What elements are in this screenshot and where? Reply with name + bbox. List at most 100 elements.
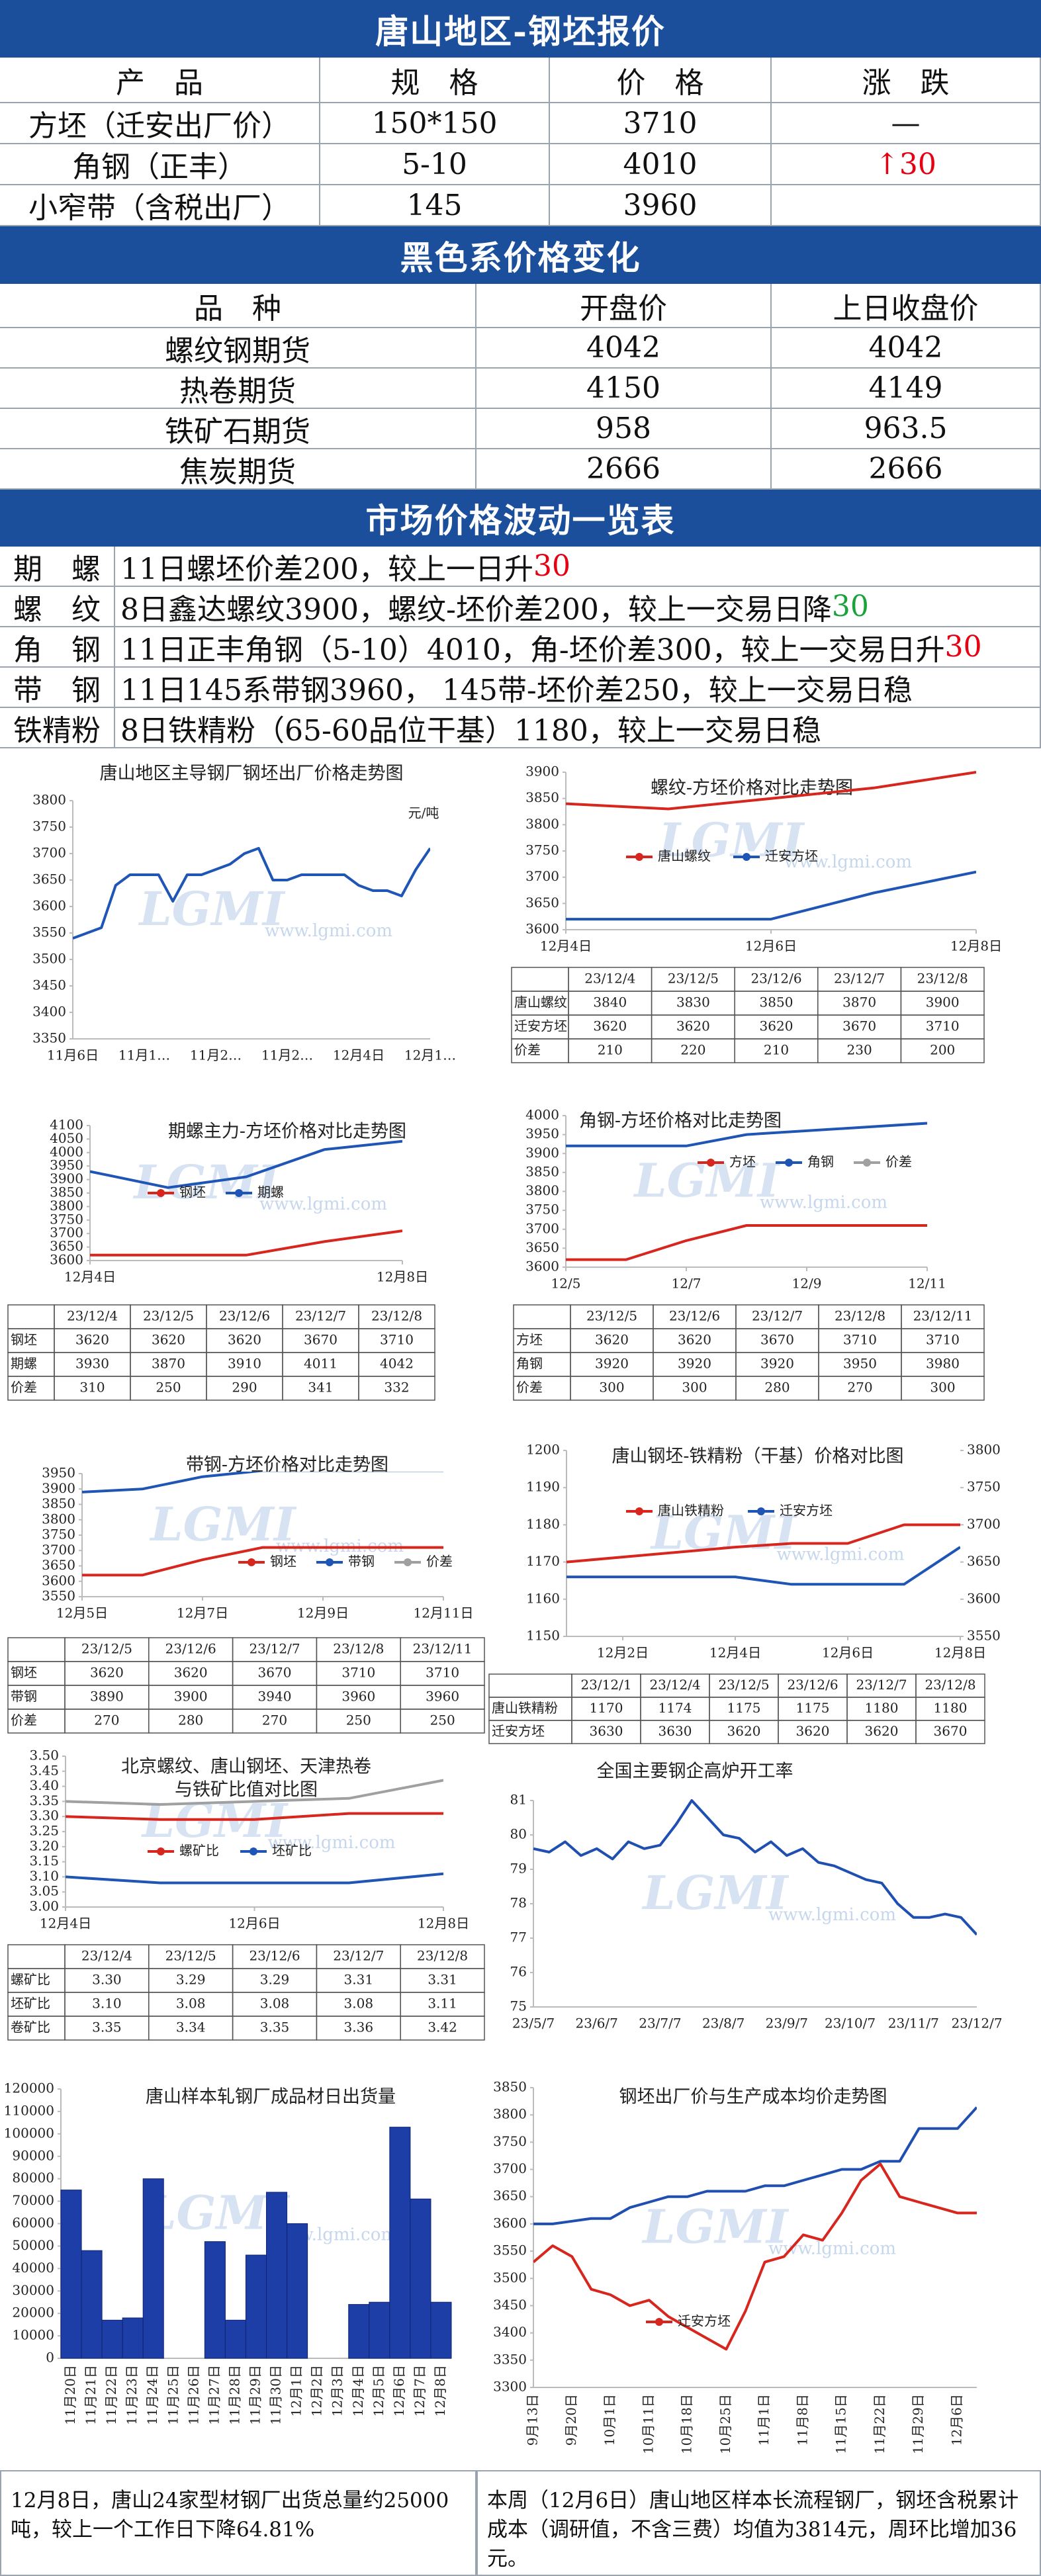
y-tick-label: 80000 [12, 2170, 54, 2186]
x-tick-label: 11月22日 [103, 2365, 119, 2425]
table-header: 23/12/7 [856, 1677, 907, 1693]
table-header: 23/12/8 [371, 1308, 422, 1324]
table-value: 3620 [760, 1018, 793, 1034]
y-tick-label: 3750 [525, 1202, 559, 1218]
x-tick-label: 11月1… [118, 1047, 170, 1063]
table-cell: 958 [476, 409, 772, 449]
y-tick-label: 3.20 [29, 1838, 59, 1853]
chart-title: 期螺主力-方坯价格对比走势图 [168, 1122, 406, 1142]
table-header: 开盘价 [476, 284, 772, 328]
x-tick-label: 12月7日 [412, 2365, 428, 2417]
y-tick-label: 3800 [42, 1511, 75, 1527]
watermark-logo: LGMI [641, 1865, 789, 1920]
row-text: 8日鑫达螺纹3900，螺纹-坯价差200，较上一交易日降 30 [115, 587, 1041, 627]
table-value: 3.11 [428, 1996, 457, 2012]
x-tick-label: 11月8日 [794, 2394, 810, 2446]
table-cell: 3710 [550, 103, 772, 144]
row-text-body: 8日鑫达螺纹3900，螺纹-坯价差200，较上一交易日降 [120, 592, 832, 627]
y-tick-label: 1190 [526, 1479, 560, 1495]
row-label: 螺 纹 [0, 587, 115, 627]
bar [348, 2304, 370, 2359]
table-row-label: 钢坯 [11, 1332, 37, 1348]
series-line [73, 847, 430, 940]
table-value: 3620 [593, 1018, 627, 1034]
table-header: 23/12/8 [925, 1677, 975, 1693]
watermark-site: www.lgmi.com [768, 2239, 896, 2259]
table-row-label: 价差 [514, 1042, 541, 1058]
bar [224, 2319, 246, 2359]
x-tick-label: 12月8日 [432, 2365, 448, 2417]
x-tick-label: 11月2… [190, 1047, 242, 1063]
bar [369, 2301, 390, 2359]
y-tick-label: 3800 [525, 1182, 559, 1198]
legend-label: 钢坯 [270, 1554, 296, 1570]
table-value: 3.10 [92, 1996, 122, 2012]
table-header: 23/12/5 [143, 1308, 194, 1324]
y-tick-label: 3900 [525, 1145, 559, 1161]
table-value: 332 [384, 1380, 409, 1396]
table-value: 1180 [934, 1700, 968, 1716]
row-text-body: 11日145系带钢3960， 145带-坯价差250，较上一交易日稳 [120, 673, 913, 707]
table-cell [511, 967, 569, 992]
y-tick-label: 100000 [4, 2125, 54, 2141]
y-tick-label: 3500 [493, 2270, 527, 2286]
table-cell: 4010 [550, 144, 772, 185]
table-header: 23/12/5 [718, 1677, 769, 1693]
watermark-logo: LGMI [650, 1505, 797, 1560]
x-tick-label: 12月8日 [934, 1645, 986, 1661]
table-header: 23/12/8 [417, 1948, 468, 1964]
bar [266, 2192, 288, 2359]
table-value: 3710 [380, 1332, 414, 1348]
x-tick-label: 11月21日 [83, 2365, 99, 2425]
table-value: 210 [598, 1042, 623, 1058]
legend-marker [235, 1189, 243, 1197]
row-text: 11日145系带钢3960， 145带-坯价差250，较上一交易日稳 [115, 668, 1041, 708]
y-tick-label: 3850 [525, 789, 559, 805]
legend-label: 带钢 [348, 1554, 375, 1570]
table-header: 23/12/5 [586, 1308, 637, 1324]
x-tick-label: 12/9 [792, 1276, 822, 1292]
table-value: 3620 [796, 1723, 830, 1739]
bar [430, 2301, 452, 2359]
y-tick-label: 77 [510, 1930, 527, 1945]
series-line [66, 1872, 443, 1885]
table-value: 250 [156, 1380, 181, 1396]
table-value: 3670 [304, 1332, 338, 1348]
bar [122, 2317, 144, 2359]
table-row-label: 坯矿比 [11, 1996, 50, 2012]
table-value: 3.08 [344, 1996, 374, 2012]
table-cell [901, 1376, 985, 1401]
x-tick-label: 12/5 [551, 1276, 581, 1292]
x-tick-label: 23/10/7 [825, 2016, 876, 2031]
note: 本周（12月6日）唐山地区样本长流程钢厂，钢坯含税累计成本（调研值，不含三费）均… [476, 2470, 1041, 2576]
table-header: 品 种 [0, 284, 476, 328]
legend-marker [157, 1189, 165, 1197]
table-value: 341 [308, 1380, 333, 1396]
table-value: 3670 [760, 1332, 794, 1348]
y-tick-label: 3850 [42, 1495, 75, 1511]
y-tick-label: 3700 [525, 1220, 559, 1236]
legend-marker [326, 1558, 334, 1566]
y-tick-label: 3900 [50, 1171, 83, 1186]
table-header: 23/12/6 [787, 1677, 838, 1693]
legend-marker [249, 1847, 257, 1855]
table-cell: 2666 [772, 449, 1041, 490]
legend-marker [655, 2318, 663, 2326]
table-header: 上日收盘价 [772, 284, 1041, 328]
legend-label: 螺矿比 [179, 1843, 219, 1859]
table-row-label: 价差 [11, 1380, 37, 1396]
table-value: 3840 [593, 995, 627, 1010]
y-tick-label: 3550 [42, 1588, 75, 1604]
legend-marker [248, 1558, 255, 1566]
x-tick-label: 12月6日 [948, 2394, 964, 2446]
series-line [566, 1546, 960, 1586]
y-tick-label: 3800 [493, 2106, 527, 2122]
x-tick-label: 12月1日 [289, 2365, 304, 2417]
y-tick-label: 3300 [493, 2379, 527, 2395]
table-value: 3910 [228, 1356, 261, 1372]
table-header: 23/12/8 [333, 1641, 384, 1657]
x-tick-label: 12月6日 [391, 2365, 407, 2417]
table-cell [400, 2016, 485, 2041]
